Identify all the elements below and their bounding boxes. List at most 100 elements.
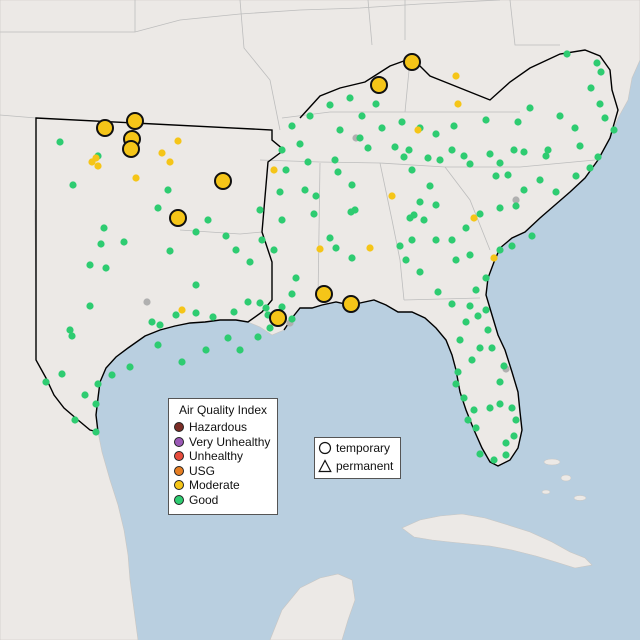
good-monitor-marker[interactable] xyxy=(490,456,498,464)
good-monitor-marker[interactable] xyxy=(460,394,468,402)
good-monitor-marker[interactable] xyxy=(204,216,212,224)
temporary-moderate-monitor-marker[interactable] xyxy=(370,76,388,94)
good-monitor-marker[interactable] xyxy=(326,101,334,109)
good-monitor-marker[interactable] xyxy=(178,358,186,366)
moderate-monitor-marker[interactable] xyxy=(414,126,422,134)
good-monitor-marker[interactable] xyxy=(108,371,116,379)
moderate-monitor-marker[interactable] xyxy=(178,306,186,314)
good-monitor-marker[interactable] xyxy=(92,428,100,436)
moderate-monitor-marker[interactable] xyxy=(166,158,174,166)
good-monitor-marker[interactable] xyxy=(520,186,528,194)
moderate-monitor-marker[interactable] xyxy=(452,72,460,80)
good-monitor-marker[interactable] xyxy=(356,134,364,142)
good-monitor-marker[interactable] xyxy=(416,198,424,206)
good-monitor-marker[interactable] xyxy=(148,318,156,326)
good-monitor-marker[interactable] xyxy=(258,236,266,244)
good-monitor-marker[interactable] xyxy=(452,256,460,264)
moderate-monitor-marker[interactable] xyxy=(88,158,96,166)
good-monitor-marker[interactable] xyxy=(326,234,334,242)
good-monitor-marker[interactable] xyxy=(593,59,601,67)
good-monitor-marker[interactable] xyxy=(510,146,518,154)
temporary-moderate-monitor-marker[interactable] xyxy=(126,112,144,130)
good-monitor-marker[interactable] xyxy=(312,192,320,200)
good-monitor-marker[interactable] xyxy=(86,302,94,310)
good-monitor-marker[interactable] xyxy=(278,216,286,224)
good-monitor-marker[interactable] xyxy=(276,188,284,196)
no-data-monitor-marker[interactable] xyxy=(143,298,151,306)
good-monitor-marker[interactable] xyxy=(432,130,440,138)
good-monitor-marker[interactable] xyxy=(192,281,200,289)
good-monitor-marker[interactable] xyxy=(514,118,522,126)
good-monitor-marker[interactable] xyxy=(520,148,528,156)
good-monitor-marker[interactable] xyxy=(528,232,536,240)
good-monitor-marker[interactable] xyxy=(504,171,512,179)
good-monitor-marker[interactable] xyxy=(466,302,474,310)
good-monitor-marker[interactable] xyxy=(434,288,442,296)
good-monitor-marker[interactable] xyxy=(496,400,504,408)
good-monitor-marker[interactable] xyxy=(432,201,440,209)
no-data-monitor-marker[interactable] xyxy=(512,196,520,204)
good-monitor-marker[interactable] xyxy=(256,299,264,307)
temporary-moderate-monitor-marker[interactable] xyxy=(96,119,114,137)
moderate-monitor-marker[interactable] xyxy=(316,245,324,253)
good-monitor-marker[interactable] xyxy=(482,306,490,314)
moderate-monitor-marker[interactable] xyxy=(388,192,396,200)
good-monitor-marker[interactable] xyxy=(502,451,510,459)
good-monitor-marker[interactable] xyxy=(496,378,504,386)
good-monitor-marker[interactable] xyxy=(496,204,504,212)
good-monitor-marker[interactable] xyxy=(596,100,604,108)
good-monitor-marker[interactable] xyxy=(462,318,470,326)
good-monitor-marker[interactable] xyxy=(262,304,270,312)
temporary-moderate-monitor-marker[interactable] xyxy=(122,140,140,158)
good-monitor-marker[interactable] xyxy=(468,356,476,364)
good-monitor-marker[interactable] xyxy=(192,309,200,317)
good-monitor-marker[interactable] xyxy=(576,142,584,150)
good-monitor-marker[interactable] xyxy=(460,152,468,160)
good-monitor-marker[interactable] xyxy=(508,404,516,412)
good-monitor-marker[interactable] xyxy=(348,254,356,262)
good-monitor-marker[interactable] xyxy=(266,324,274,332)
good-monitor-marker[interactable] xyxy=(456,336,464,344)
good-monitor-marker[interactable] xyxy=(92,400,100,408)
good-monitor-marker[interactable] xyxy=(482,116,490,124)
moderate-monitor-marker[interactable] xyxy=(470,214,478,222)
good-monitor-marker[interactable] xyxy=(510,432,518,440)
good-monitor-marker[interactable] xyxy=(544,146,552,154)
temporary-moderate-monitor-marker[interactable] xyxy=(342,295,360,313)
good-monitor-marker[interactable] xyxy=(288,290,296,298)
good-monitor-marker[interactable] xyxy=(391,143,399,151)
good-monitor-marker[interactable] xyxy=(486,404,494,412)
good-monitor-marker[interactable] xyxy=(420,216,428,224)
good-monitor-marker[interactable] xyxy=(488,344,496,352)
good-monitor-marker[interactable] xyxy=(81,391,89,399)
good-monitor-marker[interactable] xyxy=(408,166,416,174)
good-monitor-marker[interactable] xyxy=(462,224,470,232)
moderate-monitor-marker[interactable] xyxy=(366,244,374,252)
good-monitor-marker[interactable] xyxy=(56,138,64,146)
good-monitor-marker[interactable] xyxy=(500,362,508,370)
good-monitor-marker[interactable] xyxy=(472,286,480,294)
good-monitor-marker[interactable] xyxy=(601,114,609,122)
moderate-monitor-marker[interactable] xyxy=(158,149,166,157)
good-monitor-marker[interactable] xyxy=(512,416,520,424)
good-monitor-marker[interactable] xyxy=(486,150,494,158)
good-monitor-marker[interactable] xyxy=(230,308,238,316)
good-monitor-marker[interactable] xyxy=(126,363,134,371)
good-monitor-marker[interactable] xyxy=(254,333,262,341)
good-monitor-marker[interactable] xyxy=(563,50,571,58)
good-monitor-marker[interactable] xyxy=(474,312,482,320)
good-monitor-marker[interactable] xyxy=(542,152,550,160)
good-monitor-marker[interactable] xyxy=(402,256,410,264)
good-monitor-marker[interactable] xyxy=(448,146,456,154)
good-monitor-marker[interactable] xyxy=(448,236,456,244)
good-monitor-marker[interactable] xyxy=(42,378,50,386)
moderate-monitor-marker[interactable] xyxy=(174,137,182,145)
good-monitor-marker[interactable] xyxy=(364,144,372,152)
good-monitor-marker[interactable] xyxy=(571,124,579,132)
temporary-moderate-monitor-marker[interactable] xyxy=(169,209,187,227)
good-monitor-marker[interactable] xyxy=(552,188,560,196)
good-monitor-marker[interactable] xyxy=(222,232,230,240)
good-monitor-marker[interactable] xyxy=(466,160,474,168)
good-monitor-marker[interactable] xyxy=(86,261,94,269)
